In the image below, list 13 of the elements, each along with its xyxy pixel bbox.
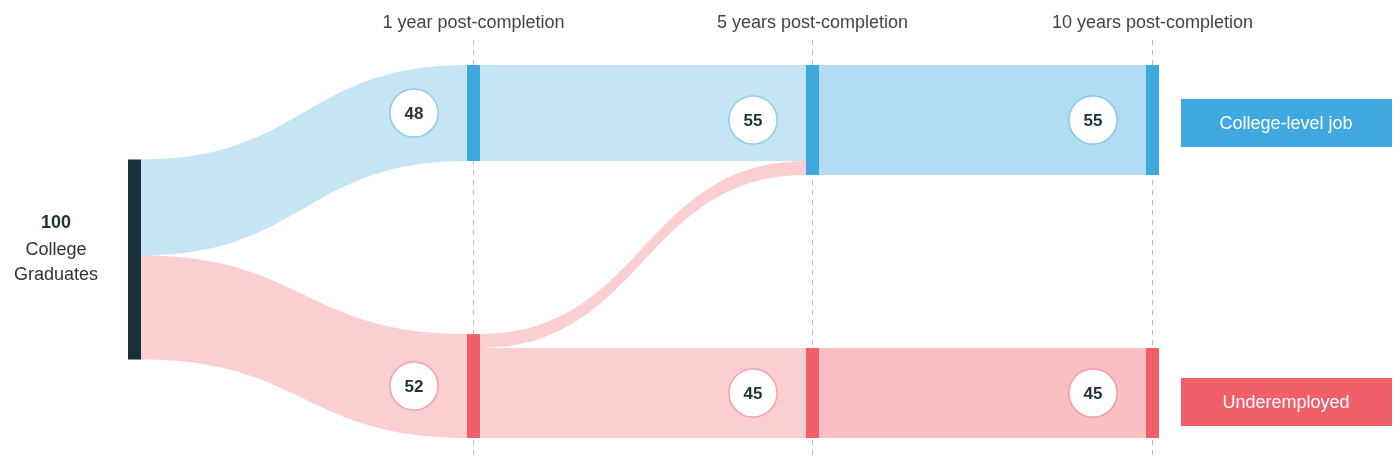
data-label: 48 [404, 104, 424, 123]
data-label: 52 [404, 377, 424, 396]
category-label: 1 year post-completion [382, 12, 565, 32]
data-label: 55 [1083, 111, 1103, 130]
text: College-level job [1219, 113, 1353, 133]
data-label: 45 [1083, 384, 1103, 403]
data-label: 45 [743, 384, 763, 403]
text: 100 [40, 212, 72, 232]
data-label: 55 [743, 111, 763, 130]
category-label: 5 years post-completion [716, 12, 909, 32]
category-label: 10 years post-completion [1051, 12, 1254, 32]
text: College Graduates [13, 239, 99, 284]
text: Underemployed [1222, 392, 1350, 412]
